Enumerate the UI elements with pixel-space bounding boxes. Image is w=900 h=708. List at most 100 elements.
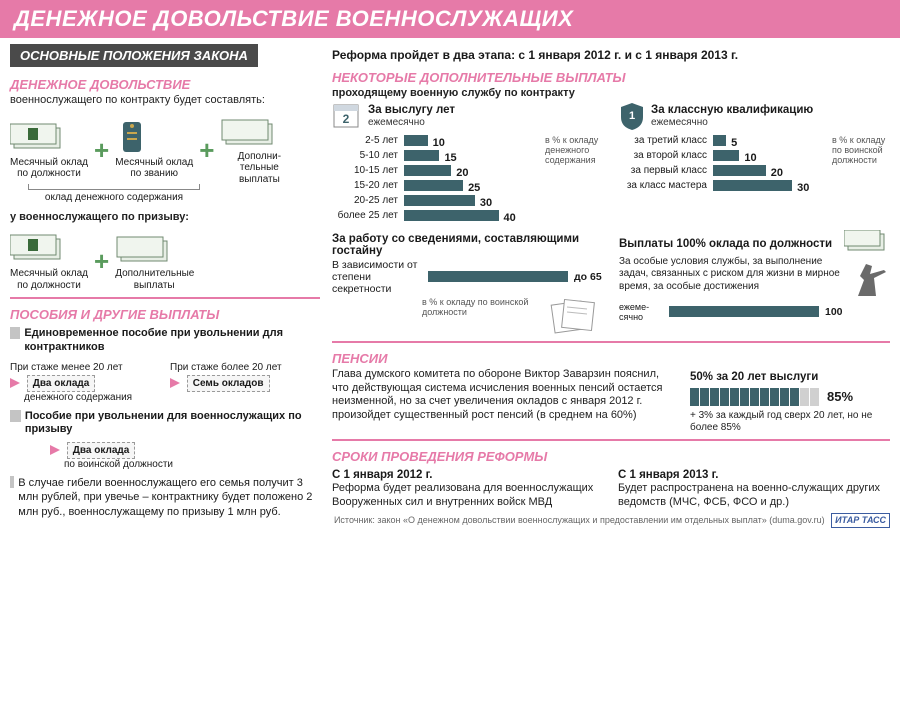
bullet-icon: [10, 476, 14, 488]
section-sub-additional: проходящему военную службу по контракту: [332, 87, 890, 101]
reform-row: С 1 января 2012 г. Реформа будет реализо…: [332, 466, 890, 510]
bar-value: 30: [797, 182, 809, 194]
bar-row: за класс мастера30: [619, 179, 826, 193]
calendar-icon: 2: [332, 101, 362, 131]
right-column: Реформа пройдет в два этапа: с 1 января …: [332, 38, 890, 528]
bar-label: 10-15 лет: [332, 165, 404, 176]
left-column: ОСНОВНЫЕ ПОЛОЖЕНИЯ ЗАКОНА ДЕНЕЖНОЕ ДОВОЛ…: [10, 38, 320, 528]
soldier-icon: [850, 256, 890, 300]
plus-icon: +: [94, 248, 109, 274]
reform-col-2: С 1 января 2013 г. Будет распространена …: [618, 466, 890, 510]
bar-value: 20: [456, 167, 468, 179]
documents-icon: [547, 297, 603, 337]
bar-track: 20: [404, 165, 539, 176]
secrecy-bar-row: В зависимости от степени секретности до …: [332, 259, 603, 295]
formula-item-position-salary: Месячный оклад по должности: [10, 231, 88, 291]
pensions-right-col: 50% за 20 лет выслуги 85% + 3% за каждый…: [690, 368, 890, 435]
secrecy-label: В зависимости от степени секретности: [332, 259, 422, 295]
bar-label: 5-10 лет: [332, 150, 404, 161]
label: Пособие при увольнении для военнослужащи…: [25, 410, 320, 438]
stamp-value: Два оклада: [67, 442, 136, 459]
reform-col2-title: С 1 января 2013 г.: [618, 469, 890, 481]
secrecy-title: За работу со сведениями, составляющими г…: [332, 233, 603, 257]
svg-text:2: 2: [343, 112, 350, 126]
bar-value: 15: [444, 152, 456, 164]
chart-title: За выслугу лет: [368, 104, 455, 116]
label: Месячный оклад по должности: [10, 157, 88, 180]
section-title-allowance: ДЕНЕЖНОЕ ДОВОЛЬСТВИЕ: [10, 77, 320, 92]
secrecy-block: За работу со сведениями, составляющими г…: [332, 230, 603, 337]
fullpay-title: Выплаты 100% оклада по должности: [619, 238, 838, 250]
bar-label: за второй класс: [619, 150, 713, 161]
bar-value: 10: [433, 137, 445, 149]
progress-segment: [760, 388, 769, 406]
page-body: ОСНОВНЫЕ ПОЛОЖЕНИЯ ЗАКОНА ДЕНЕЖНОЕ ДОВОЛ…: [0, 38, 900, 534]
bar-fill: [404, 150, 439, 161]
section-title-reform: СРОКИ ПРОВЕДЕНИЯ РЕФОРМЫ: [332, 449, 890, 464]
reform-col1-text: Реформа будет реализована для военнослуж…: [332, 482, 604, 510]
source-text: Источник: закон «О денежном довольствии …: [334, 515, 825, 525]
bar-row: 20-25 лет30: [332, 194, 539, 208]
progress-segment: [690, 388, 699, 406]
chart-years: 2 За выслугу лет ежемесячно 2-5 лет 10 5-1…: [332, 101, 603, 226]
bar-track: 30: [713, 180, 826, 191]
bar-fill: [404, 135, 428, 146]
secrecy-max: до 65: [574, 271, 602, 283]
chart-subtitle: ежемесячно: [368, 117, 455, 128]
bar-track: 40: [404, 210, 539, 221]
benefit-item-2: Пособие при увольнении для военнослужащи…: [10, 410, 320, 438]
bar-fill: [404, 195, 475, 206]
chart-title: За классную квалификацию: [651, 104, 813, 116]
arrow-icon: [170, 378, 180, 388]
bar-label: ежеме- сячно: [619, 302, 663, 322]
pensions-row: Глава думского комитета по обороне Викто…: [332, 368, 890, 435]
section-title-pensions: ПЕНСИИ: [332, 351, 890, 366]
bar-row: за первый класс20: [619, 164, 826, 178]
reform-col2-text: Будет распространена на военно-служащих …: [618, 482, 890, 510]
source-line: Источник: закон «О денежном довольствии …: [332, 513, 890, 528]
section-title-additional: НЕКОТОРЫЕ ДОПОЛНИТЕЛЬНЫЕ ВЫПЛАТЫ: [332, 70, 890, 85]
bar-value: 5: [731, 137, 737, 149]
reform-col1-title: С 1 января 2012 г.: [332, 469, 604, 481]
benefit-item-1: Единовременное пособие при увольнении дл…: [10, 327, 320, 355]
arrow-icon: [50, 445, 60, 455]
money-icon: [844, 230, 890, 256]
section-text-allowance: военнослужащего по контракту будет соста…: [10, 94, 320, 108]
bar-value: 10: [744, 152, 756, 164]
bar-label: 2-5 лет: [332, 135, 404, 146]
fullpay-bar-row: ежеме- сячно 100: [619, 302, 890, 322]
formula-item-additional: Дополни- тельные выплаты: [220, 114, 298, 186]
progress-segment: [750, 388, 759, 406]
intro-text: Реформа пройдет в два этапа: с 1 января …: [332, 48, 890, 62]
progress-segment: [720, 388, 729, 406]
bar-chart-class: за третий класс5 за второй класс 10за перв…: [619, 133, 826, 194]
bar-fill: [713, 165, 766, 176]
label: Месячный оклад по званию: [115, 157, 193, 180]
money-icon: [10, 231, 88, 265]
bar-fill: [713, 150, 739, 161]
label: В случае гибели военнослужащего его семь…: [18, 476, 320, 519]
chart-subtitle: ежемесячно: [651, 117, 813, 128]
bar-value: 20: [771, 167, 783, 179]
bar-row: 15-20 лет25: [332, 179, 539, 193]
arrow-icon: [10, 378, 20, 388]
percent-note: в % к окладу по воинской должности: [422, 297, 541, 318]
bar-row: 10-15 лет 20: [332, 164, 539, 178]
tass-logo: ИТАР ТАСС: [831, 513, 890, 528]
condition: При стаже менее 20 лет: [10, 362, 160, 373]
progress-segment: [740, 388, 749, 406]
bar-label: 15-20 лет: [332, 180, 404, 191]
money-icon: [10, 120, 88, 154]
bar-chart-years: 2-5 лет105-10 лет1510-15 лет2015-20 лет2…: [332, 133, 539, 224]
bar-row: более 25 лет40: [332, 209, 539, 223]
progress-segment: [790, 388, 799, 406]
progress-segment: [810, 388, 819, 406]
bullet-icon: [10, 327, 20, 339]
plus-icon: +: [94, 137, 109, 163]
bar-value: 40: [504, 212, 516, 224]
stamp-row: При стаже менее 20 лет Два оклада денежн…: [10, 362, 320, 403]
bar-row: за третий класс5: [619, 134, 826, 148]
epaulet-icon: [115, 120, 193, 154]
progress-bar: [690, 388, 819, 406]
charts-row: 2 За выслугу лет ежемесячно 2-5 лет 10 5-1…: [332, 101, 890, 226]
